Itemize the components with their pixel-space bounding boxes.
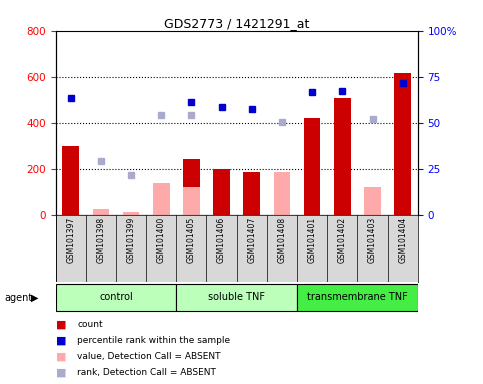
FancyBboxPatch shape — [176, 284, 297, 311]
Text: GSM101407: GSM101407 — [247, 217, 256, 263]
Bar — [183, 159, 199, 215]
Bar — [183, 187, 199, 215]
Text: ▶: ▶ — [31, 293, 39, 303]
Bar — [153, 183, 170, 215]
Text: GSM101398: GSM101398 — [96, 217, 105, 263]
Text: GSM101405: GSM101405 — [187, 217, 196, 263]
Text: GSM101404: GSM101404 — [398, 217, 407, 263]
Bar — [274, 172, 290, 215]
Title: GDS2773 / 1421291_at: GDS2773 / 1421291_at — [164, 17, 309, 30]
Text: GSM101408: GSM101408 — [277, 217, 286, 263]
FancyBboxPatch shape — [56, 284, 176, 311]
Text: value, Detection Call = ABSENT: value, Detection Call = ABSENT — [77, 352, 221, 361]
Text: ■: ■ — [56, 352, 66, 362]
Text: ■: ■ — [56, 319, 66, 329]
Text: GSM101402: GSM101402 — [338, 217, 347, 263]
Text: GSM101403: GSM101403 — [368, 217, 377, 263]
Text: count: count — [77, 320, 103, 329]
Text: control: control — [99, 292, 133, 302]
Text: ■: ■ — [56, 368, 66, 378]
Bar — [62, 146, 79, 215]
Text: percentile rank within the sample: percentile rank within the sample — [77, 336, 230, 345]
FancyBboxPatch shape — [297, 284, 418, 311]
Bar — [364, 187, 381, 215]
Text: ■: ■ — [56, 336, 66, 346]
Text: transmembrane TNF: transmembrane TNF — [307, 292, 408, 302]
Bar — [123, 212, 139, 215]
Text: GSM101400: GSM101400 — [156, 217, 166, 263]
Text: GSM101401: GSM101401 — [308, 217, 317, 263]
Bar — [213, 169, 230, 215]
Bar — [304, 118, 320, 215]
Text: GSM101397: GSM101397 — [66, 217, 75, 263]
Text: GSM101406: GSM101406 — [217, 217, 226, 263]
Text: GSM101399: GSM101399 — [127, 217, 136, 263]
Text: soluble TNF: soluble TNF — [208, 292, 265, 302]
Bar — [93, 209, 109, 215]
Bar — [395, 73, 411, 215]
Bar — [243, 172, 260, 215]
Text: agent: agent — [5, 293, 33, 303]
Text: rank, Detection Call = ABSENT: rank, Detection Call = ABSENT — [77, 368, 216, 377]
Bar — [334, 98, 351, 215]
